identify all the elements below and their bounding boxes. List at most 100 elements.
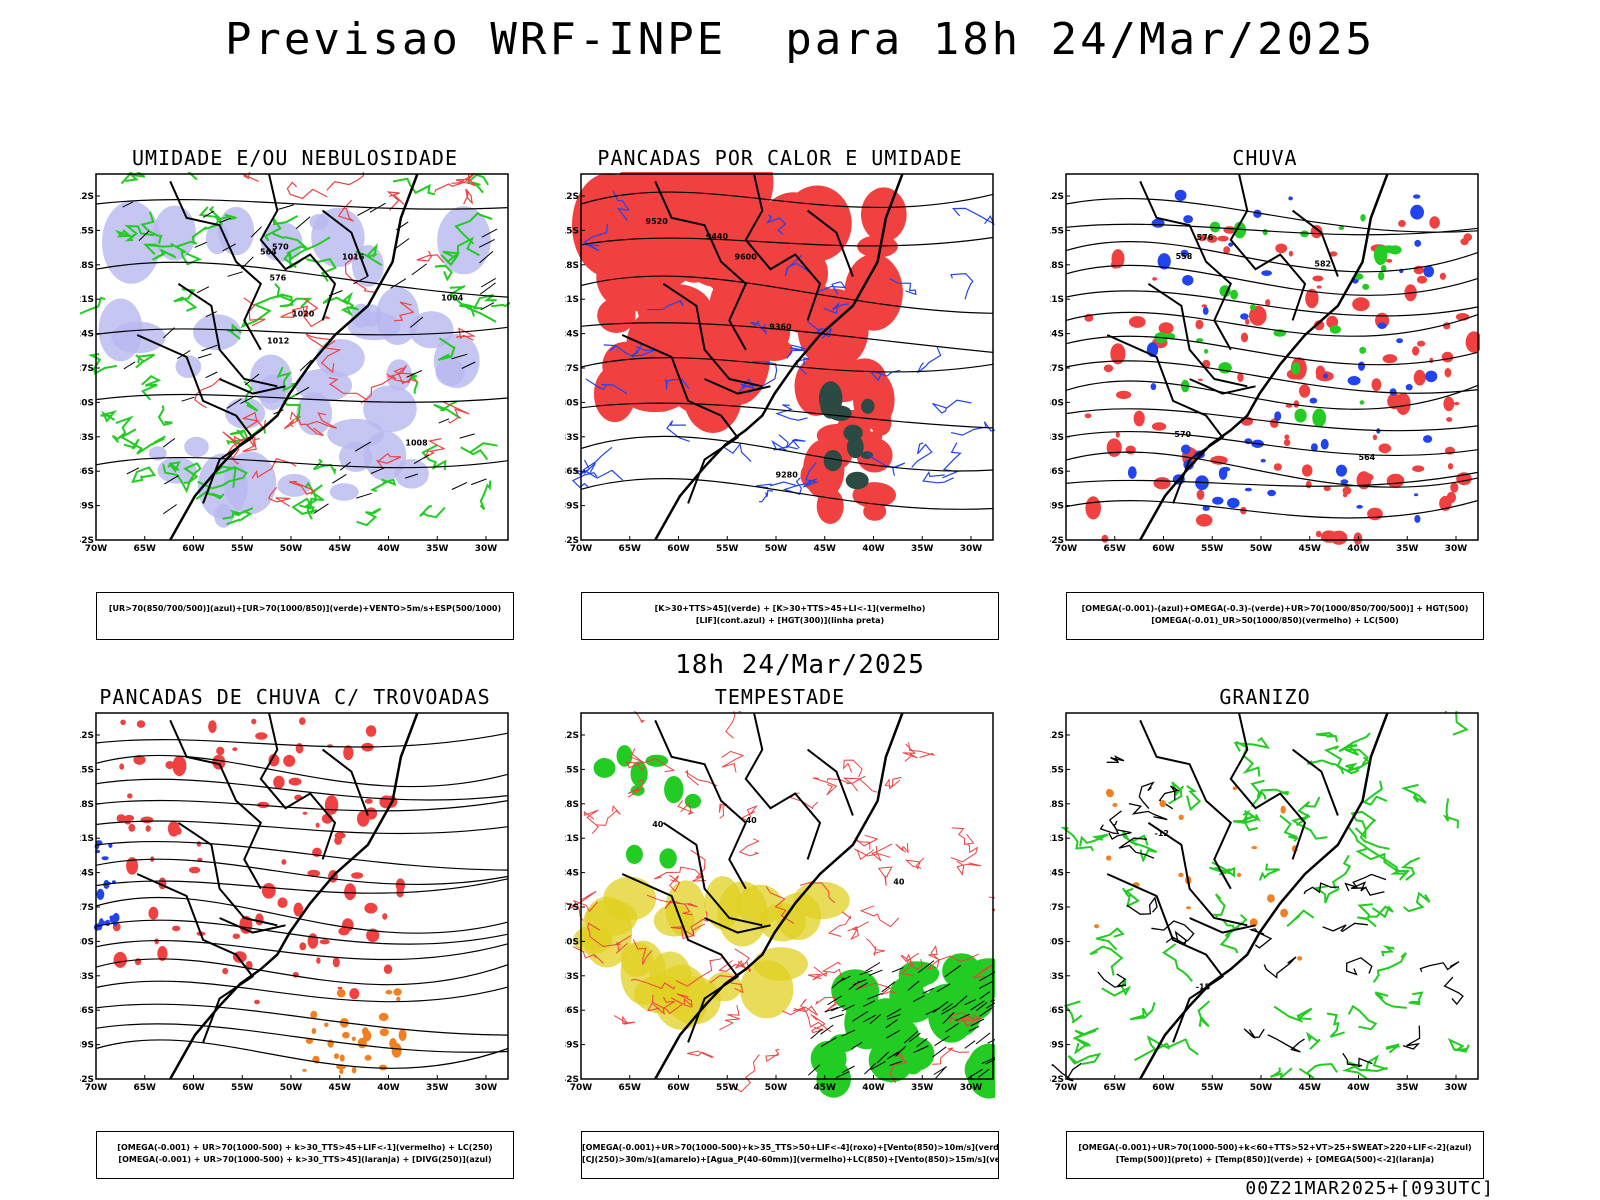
rain-area-blue	[1274, 411, 1282, 421]
lon-tick-label: 70W	[570, 544, 593, 554]
state-border	[662, 282, 763, 388]
state-border	[1106, 873, 1225, 1043]
temp850-contour	[1444, 711, 1469, 736]
thunder-area-red	[188, 866, 201, 874]
state-border	[806, 748, 854, 816]
rain-area-blue	[1244, 487, 1252, 492]
rain-area-red	[1152, 277, 1158, 281]
rain-area-blue	[1414, 239, 1422, 247]
humidity-contour-green	[434, 264, 453, 282]
precipitable-water-contour	[854, 845, 878, 861]
wind-vector	[138, 230, 150, 241]
legend-line: [OMEGA(-0.001) + UR>70(1000-500) + k>30_…	[118, 1155, 492, 1164]
precipitable-water-contour	[895, 843, 909, 854]
rain-area-blue	[1288, 196, 1293, 201]
wind-vector	[390, 278, 407, 289]
rain-area-red	[1446, 417, 1453, 422]
lat-tick-label: 30S	[565, 398, 579, 408]
lon-tick-label: 60W	[1152, 1083, 1175, 1093]
temp850-contour	[1355, 847, 1400, 873]
temp850-contour	[1323, 745, 1360, 775]
lon-tick-label: 40W	[862, 1083, 885, 1093]
lat-tick-label: 21S	[1050, 295, 1064, 305]
hgt500-line	[1065, 408, 1479, 432]
lon-tick-label: 65W	[1104, 544, 1127, 554]
wind-vector	[162, 438, 176, 448]
thunder-area-orange	[362, 1027, 369, 1036]
rain-area-red	[1450, 482, 1459, 493]
map-background	[1066, 174, 1478, 540]
lat-tick-label: 12S	[565, 731, 579, 741]
panel-title: TEMPESTADE	[714, 685, 846, 709]
thunder-area-orange	[393, 988, 402, 996]
precipitable-water-contour	[802, 1006, 832, 1033]
rain-area-blue	[1267, 489, 1276, 497]
humidity-contour-green	[151, 248, 177, 261]
legend-line: [OMEGA(-0.01)_UR>50(1000/850)(vermelho) …	[1151, 616, 1399, 625]
precipitable-water-contour	[972, 963, 994, 980]
wind-vector	[332, 473, 347, 484]
humidity-contour-green	[298, 484, 325, 510]
wind-vector	[820, 1024, 834, 1035]
convection-area	[755, 338, 793, 361]
precipitable-water-contour	[613, 1015, 636, 1025]
state-border	[704, 917, 771, 934]
thunder-area-red	[288, 777, 302, 786]
lon-tick-label: 40W	[1347, 544, 1370, 554]
thunder-area-red	[283, 754, 296, 767]
hgt300-line	[580, 402, 994, 429]
precipitable-water-contour	[626, 755, 646, 772]
lifted-index-contour	[571, 472, 598, 489]
coastline	[654, 173, 904, 541]
lifted-index-contour	[922, 470, 954, 484]
thunder-area-red	[316, 957, 321, 964]
contour-label: 1020	[292, 309, 315, 318]
lat-tick-label: 30S	[565, 937, 579, 947]
precipitable-water-contour	[676, 993, 693, 1008]
thunder-area-orange	[333, 1053, 340, 1059]
hgt500-line	[1065, 290, 1479, 317]
humidity-contour-green	[173, 288, 198, 312]
temp500-contour	[1342, 1052, 1373, 1068]
rain-area-red	[1329, 251, 1338, 257]
rain-area-green	[1233, 221, 1247, 239]
thunder-area-red	[344, 883, 357, 901]
rain-area-red	[1197, 234, 1208, 242]
thunder-area-red	[364, 798, 373, 804]
panel-chuva: CHUVA 582 576 570 564 558 12S 15S 18S 21S 24S 27S 30…	[1050, 146, 1484, 640]
precipitable-water-contour	[926, 953, 979, 970]
rain-area-red	[1444, 368, 1452, 378]
state-border	[169, 180, 263, 351]
thunder-area-red	[232, 747, 238, 752]
wind850-area	[659, 848, 677, 869]
temp850-contour	[1197, 1000, 1211, 1028]
divergence-area	[108, 843, 113, 848]
wind-vector	[278, 204, 294, 210]
rain-area-green	[1300, 230, 1309, 238]
wind-vector	[942, 1011, 955, 1025]
wind-vector	[202, 210, 215, 218]
rain-area-red	[1310, 225, 1323, 239]
rain-area-red	[1330, 530, 1348, 545]
lifted-index-contour	[950, 272, 974, 300]
lat-tick-label: 39S	[80, 502, 94, 512]
rain-area-red	[1367, 507, 1383, 521]
wind-vector	[944, 964, 961, 978]
wind-vector	[480, 302, 495, 311]
rain-area-red	[1465, 331, 1480, 353]
precipitable-water-contour	[859, 905, 900, 928]
temp850-contour	[1442, 798, 1459, 829]
lat-tick-label: 33S	[80, 972, 94, 982]
hgt500-line	[1065, 197, 1479, 233]
humidity-contour-green	[124, 224, 155, 242]
rain-area-red	[1158, 322, 1174, 335]
lifted-index-contour	[765, 214, 787, 235]
thunder-area-red	[365, 725, 377, 737]
legend-line: [OMEGA(-0.001)+UR>70(1000-500)+k>35_TTS>…	[582, 1143, 998, 1152]
humidity-contour-green	[305, 257, 337, 282]
rain-area-red	[1237, 372, 1244, 382]
temp500-contour	[1051, 1062, 1082, 1082]
panel-legend: [OMEGA(-0.001)-(azul)+OMEGA(-0.3)-(verde…	[1066, 592, 1484, 640]
omega500-area	[1249, 918, 1258, 927]
thunder-area-red	[299, 942, 307, 951]
